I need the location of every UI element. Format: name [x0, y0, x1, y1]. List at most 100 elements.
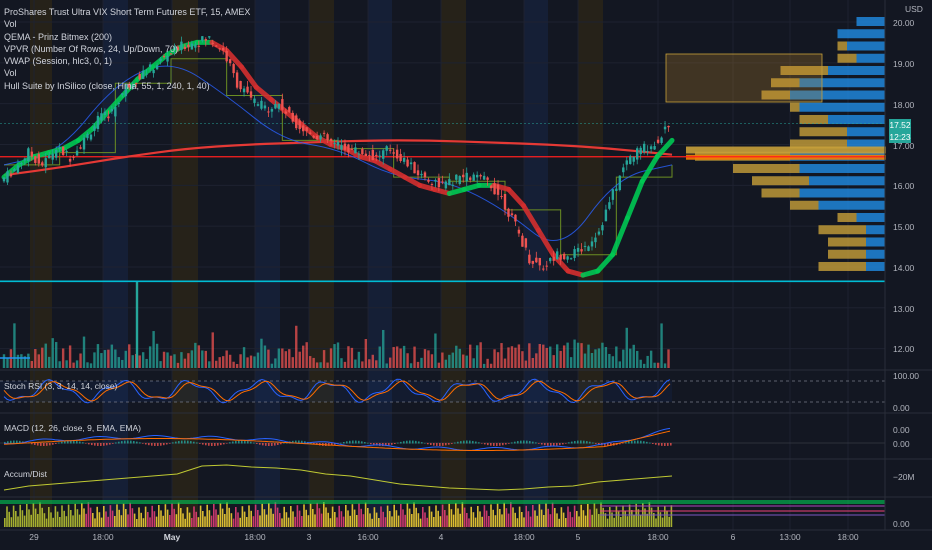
hist-bar: [525, 505, 527, 527]
hist-bar: [624, 510, 626, 527]
candle-body: [211, 42, 214, 44]
accum-dist-label[interactable]: Accum/Dist: [4, 469, 47, 479]
hist-bar: [164, 504, 167, 527]
hist-bar: [144, 506, 147, 527]
candle-body: [225, 50, 228, 62]
hist-bar: [94, 518, 96, 527]
vpvr-up-bar: [837, 29, 885, 39]
candle-body: [260, 100, 263, 109]
volume-bar: [82, 336, 86, 368]
hist-bar: [248, 505, 250, 527]
volume-bar: [155, 343, 159, 368]
candle-body: [399, 154, 402, 161]
hist-bar: [338, 505, 340, 527]
hist-bar: [631, 510, 633, 527]
volume-bar: [482, 363, 486, 368]
hist-bar: [34, 508, 37, 527]
macd-hist-bar: [394, 443, 396, 445]
legend-vol-2[interactable]: Vol: [4, 68, 17, 79]
hist-bar: [114, 516, 116, 527]
hull-segment: [60, 137, 81, 152]
candle-body: [510, 213, 514, 216]
volume-bar: [148, 346, 152, 368]
hist-bar: [336, 517, 338, 527]
time-tick: 16:00: [357, 532, 379, 542]
candle-body: [465, 172, 468, 182]
volume-bar: [308, 356, 312, 368]
macd-label[interactable]: MACD (12, 26, close, 9, EMA, EMA): [4, 423, 141, 433]
macd-hist-bar: [652, 443, 654, 444]
macd-hist-bar: [124, 440, 126, 444]
macd-hist-bar: [232, 441, 234, 444]
macd-hist-bar: [295, 440, 297, 444]
hist-bar: [556, 513, 558, 527]
legend-qema[interactable]: QEMA - Prinz Bitmex (200): [4, 31, 113, 42]
hist-bar: [547, 508, 549, 527]
macd-hist-bar: [178, 440, 180, 444]
time-tick: 5: [575, 532, 581, 542]
candle-body: [437, 178, 441, 188]
macd-tick-a: 0.00: [893, 425, 910, 435]
vpvr-up-bar: [866, 237, 885, 247]
volume-bar: [138, 355, 141, 368]
legend-vpvr[interactable]: VPVR (Number Of Rows, 24, Up/Down, 70): [4, 43, 179, 54]
candle-body: [44, 158, 47, 168]
stoch-tick-100: 100.00: [893, 371, 919, 381]
macd-hist-bar: [280, 443, 282, 445]
macd-hist-bar: [271, 443, 273, 446]
hist-bar: [59, 517, 61, 527]
hist-bar: [415, 507, 417, 527]
stoch-rsi-label[interactable]: Stoch RSI (3, 3, 14, 14, close): [4, 381, 118, 391]
candle-body: [305, 127, 308, 132]
candle-body: [566, 256, 569, 260]
vpvr-down-bar: [790, 200, 819, 210]
hist-bar: [639, 514, 642, 527]
vpvr-up-bar: [790, 90, 885, 100]
hist-bar: [12, 505, 15, 527]
hist-bar: [96, 506, 98, 527]
volume-bar: [124, 350, 127, 368]
candle-body: [221, 47, 225, 51]
volume-bar: [131, 355, 134, 368]
candle-body: [27, 148, 30, 162]
hist-bar: [199, 505, 202, 527]
macd-hist-bar: [250, 441, 252, 444]
candle-body: [660, 137, 663, 143]
macd-hist-bar: [661, 443, 663, 446]
macd-hist-bar: [13, 440, 15, 444]
hull-segment: [446, 186, 467, 196]
volume-bar: [176, 362, 180, 368]
hist-bar: [85, 513, 87, 527]
volume-bar: [37, 354, 40, 368]
candle-body: [535, 257, 538, 263]
candle-body: [573, 249, 576, 258]
hist-bar: [637, 509, 640, 527]
hist-bar: [472, 512, 475, 527]
macd-hist-bar: [4, 441, 6, 444]
candle-body: [594, 237, 597, 243]
candle-body: [667, 125, 670, 128]
candle-body: [441, 181, 444, 183]
volume-bar: [368, 359, 371, 368]
macd-hist-bar: [19, 440, 21, 444]
candle-body: [159, 58, 162, 61]
volume-bar: [475, 345, 479, 368]
hist-bar: [232, 518, 235, 527]
candle-body: [121, 93, 124, 95]
hist-bar: [551, 502, 554, 527]
candle-body: [329, 139, 333, 141]
candle-body: [79, 147, 82, 149]
legend-vwap[interactable]: VWAP (Session, hlc3, 0, 1): [4, 56, 113, 67]
hist-bar: [384, 517, 387, 527]
hist-bar: [589, 509, 591, 527]
hist-bar: [213, 504, 215, 527]
macd-hist-bar: [670, 443, 672, 446]
legend-hull-suite[interactable]: Hull Suite by InSilico (close, Hma, 55, …: [4, 80, 210, 91]
volume-bar: [141, 352, 145, 368]
candle-body: [392, 152, 395, 154]
volume-bar: [420, 357, 423, 368]
legend-vol[interactable]: Vol: [4, 19, 17, 30]
hist-bar: [433, 517, 435, 527]
volume-bar: [524, 360, 528, 368]
